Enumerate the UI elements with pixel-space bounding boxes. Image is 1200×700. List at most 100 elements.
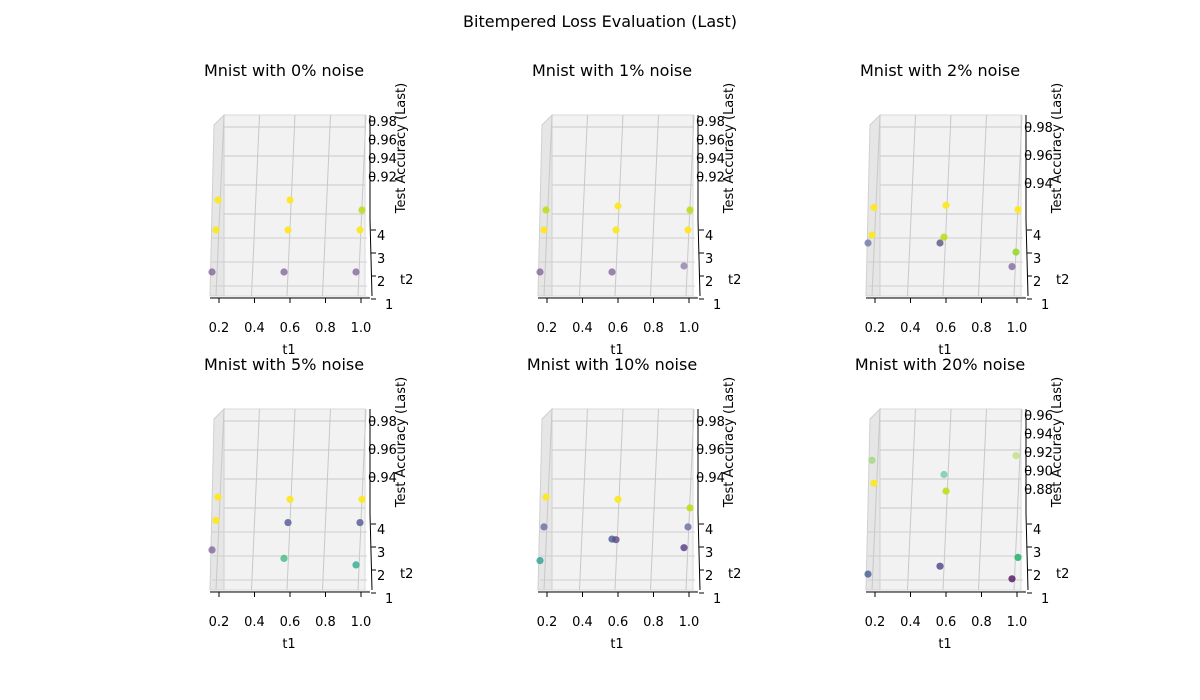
data-point bbox=[286, 196, 294, 204]
grid-line bbox=[357, 114, 367, 297]
grid-line bbox=[685, 408, 695, 591]
panel-title: Mnist with 20% noise bbox=[855, 355, 1025, 374]
back-pane bbox=[551, 408, 694, 591]
back-pane bbox=[879, 114, 1022, 297]
t2-tick-label: 1 bbox=[713, 592, 721, 607]
t2-axis-line bbox=[369, 219, 373, 297]
panel-1: Mnist with 0% noise 0.92 0.94 0.96 0.98 12 3 4 0… bbox=[204, 61, 413, 358]
data-point bbox=[280, 268, 288, 276]
grid-line bbox=[251, 408, 260, 591]
grid-line bbox=[978, 408, 987, 591]
z-axis-label: Test Accuracy (Last) bbox=[722, 377, 737, 508]
t2-tick-label: 4 bbox=[377, 523, 385, 538]
back-pane bbox=[223, 114, 366, 297]
grid-line bbox=[322, 408, 331, 591]
z-tick-label: 0.98 bbox=[368, 115, 397, 130]
y-axis-label: t2 bbox=[728, 567, 741, 582]
data-point bbox=[212, 226, 220, 234]
grid-line bbox=[978, 114, 987, 297]
data-point bbox=[870, 479, 878, 487]
t2-tick-label: 4 bbox=[705, 229, 713, 244]
grid-line bbox=[907, 408, 916, 591]
panel-3: Mnist with 2% noise 0.94 0.96 0.98 12 3 4 0.2 0.… bbox=[860, 61, 1069, 358]
grid-line bbox=[942, 408, 952, 591]
x-axis-label: t1 bbox=[610, 637, 623, 652]
t2-tick-label: 1 bbox=[713, 298, 721, 313]
grid-line bbox=[907, 114, 916, 297]
panel-title: Mnist with 2% noise bbox=[860, 61, 1020, 80]
t2-tick-label: 2 bbox=[705, 275, 713, 290]
data-point bbox=[942, 487, 950, 495]
x-axis-label: t1 bbox=[610, 343, 623, 358]
t1-tick-label: 0.8 bbox=[971, 615, 992, 630]
data-point bbox=[280, 554, 288, 562]
t1-tick-label: 1.0 bbox=[1007, 615, 1028, 630]
t1-tick-label: 0.6 bbox=[280, 615, 301, 630]
t2-axis-line bbox=[1025, 219, 1029, 297]
z-tick-label: 0.94 bbox=[1024, 428, 1053, 443]
data-point bbox=[868, 456, 876, 464]
data-point bbox=[536, 557, 544, 565]
t2-tick-label: 4 bbox=[377, 229, 385, 244]
data-point bbox=[214, 196, 222, 204]
data-point bbox=[284, 519, 292, 527]
t2-tick-label: 1 bbox=[385, 592, 393, 607]
t1-tick-label: 0.4 bbox=[572, 615, 593, 630]
grid-line bbox=[1013, 408, 1023, 591]
t1-tick-label: 1.0 bbox=[351, 615, 372, 630]
t1-tick-label: 0.6 bbox=[608, 615, 629, 630]
t2-tick-label: 3 bbox=[705, 546, 713, 561]
x-axis-label: t1 bbox=[282, 343, 295, 358]
data-point bbox=[540, 226, 548, 234]
y-axis-label: t2 bbox=[1056, 567, 1069, 582]
z-tick-label: 0.98 bbox=[696, 115, 725, 130]
t1-tick-label: 0.8 bbox=[643, 321, 664, 336]
data-point bbox=[936, 562, 944, 570]
t2-axis-line bbox=[369, 513, 373, 591]
t2-tick-label: 3 bbox=[377, 546, 385, 561]
t2-tick-label: 3 bbox=[1033, 252, 1041, 267]
panel-title: Mnist with 1% noise bbox=[532, 61, 692, 80]
data-point bbox=[356, 226, 364, 234]
panel-title: Mnist with 5% noise bbox=[204, 355, 364, 374]
z-tick-label: 0.96 bbox=[368, 443, 397, 458]
t1-tick-label: 0.2 bbox=[865, 615, 886, 630]
t1-tick-label: 0.6 bbox=[936, 321, 957, 336]
z-tick-label: 0.90 bbox=[1024, 465, 1053, 480]
z-tick-label: 0.96 bbox=[368, 134, 397, 149]
t2-tick-label: 2 bbox=[1033, 569, 1041, 584]
data-point bbox=[286, 495, 294, 503]
t1-tick-label: 0.2 bbox=[209, 615, 230, 630]
z-tick-label: 0.96 bbox=[1024, 149, 1053, 164]
data-point bbox=[680, 544, 688, 552]
panel-5: Mnist with 10% noise 0.94 0.96 0.98 12 3 4 0.2 0… bbox=[527, 355, 742, 652]
data-point bbox=[1014, 553, 1022, 561]
z-tick-label: 0.94 bbox=[368, 152, 397, 167]
grid-line bbox=[543, 114, 553, 297]
z-axis-label: Test Accuracy (Last) bbox=[394, 377, 409, 508]
t1-tick-label: 0.2 bbox=[537, 321, 558, 336]
data-point bbox=[868, 231, 876, 239]
data-point bbox=[936, 239, 944, 247]
t1-tick-label: 0.6 bbox=[608, 321, 629, 336]
t2-tick-label: 2 bbox=[1033, 275, 1041, 290]
z-tick-label: 0.96 bbox=[696, 443, 725, 458]
data-point bbox=[214, 493, 222, 501]
back-pane bbox=[551, 114, 694, 297]
x-axis-label: t1 bbox=[938, 343, 951, 358]
grid-line bbox=[322, 114, 331, 297]
panel-title: Mnist with 0% noise bbox=[204, 61, 364, 80]
t2-tick-label: 2 bbox=[377, 275, 385, 290]
z-tick-label: 0.94 bbox=[368, 471, 397, 486]
data-point bbox=[212, 516, 220, 524]
data-point bbox=[1012, 452, 1020, 460]
z-tick-label: 0.88 bbox=[1024, 483, 1053, 498]
t1-tick-label: 0.2 bbox=[865, 321, 886, 336]
t1-tick-label: 0.8 bbox=[971, 321, 992, 336]
grid-line bbox=[650, 408, 659, 591]
t1-tick-label: 0.2 bbox=[537, 615, 558, 630]
panel-6: Mnist with 20% noise 0.88 0.90 0.92 0.94 0.96… bbox=[855, 355, 1070, 652]
x-axis-label: t1 bbox=[282, 637, 295, 652]
data-point bbox=[1012, 248, 1020, 256]
